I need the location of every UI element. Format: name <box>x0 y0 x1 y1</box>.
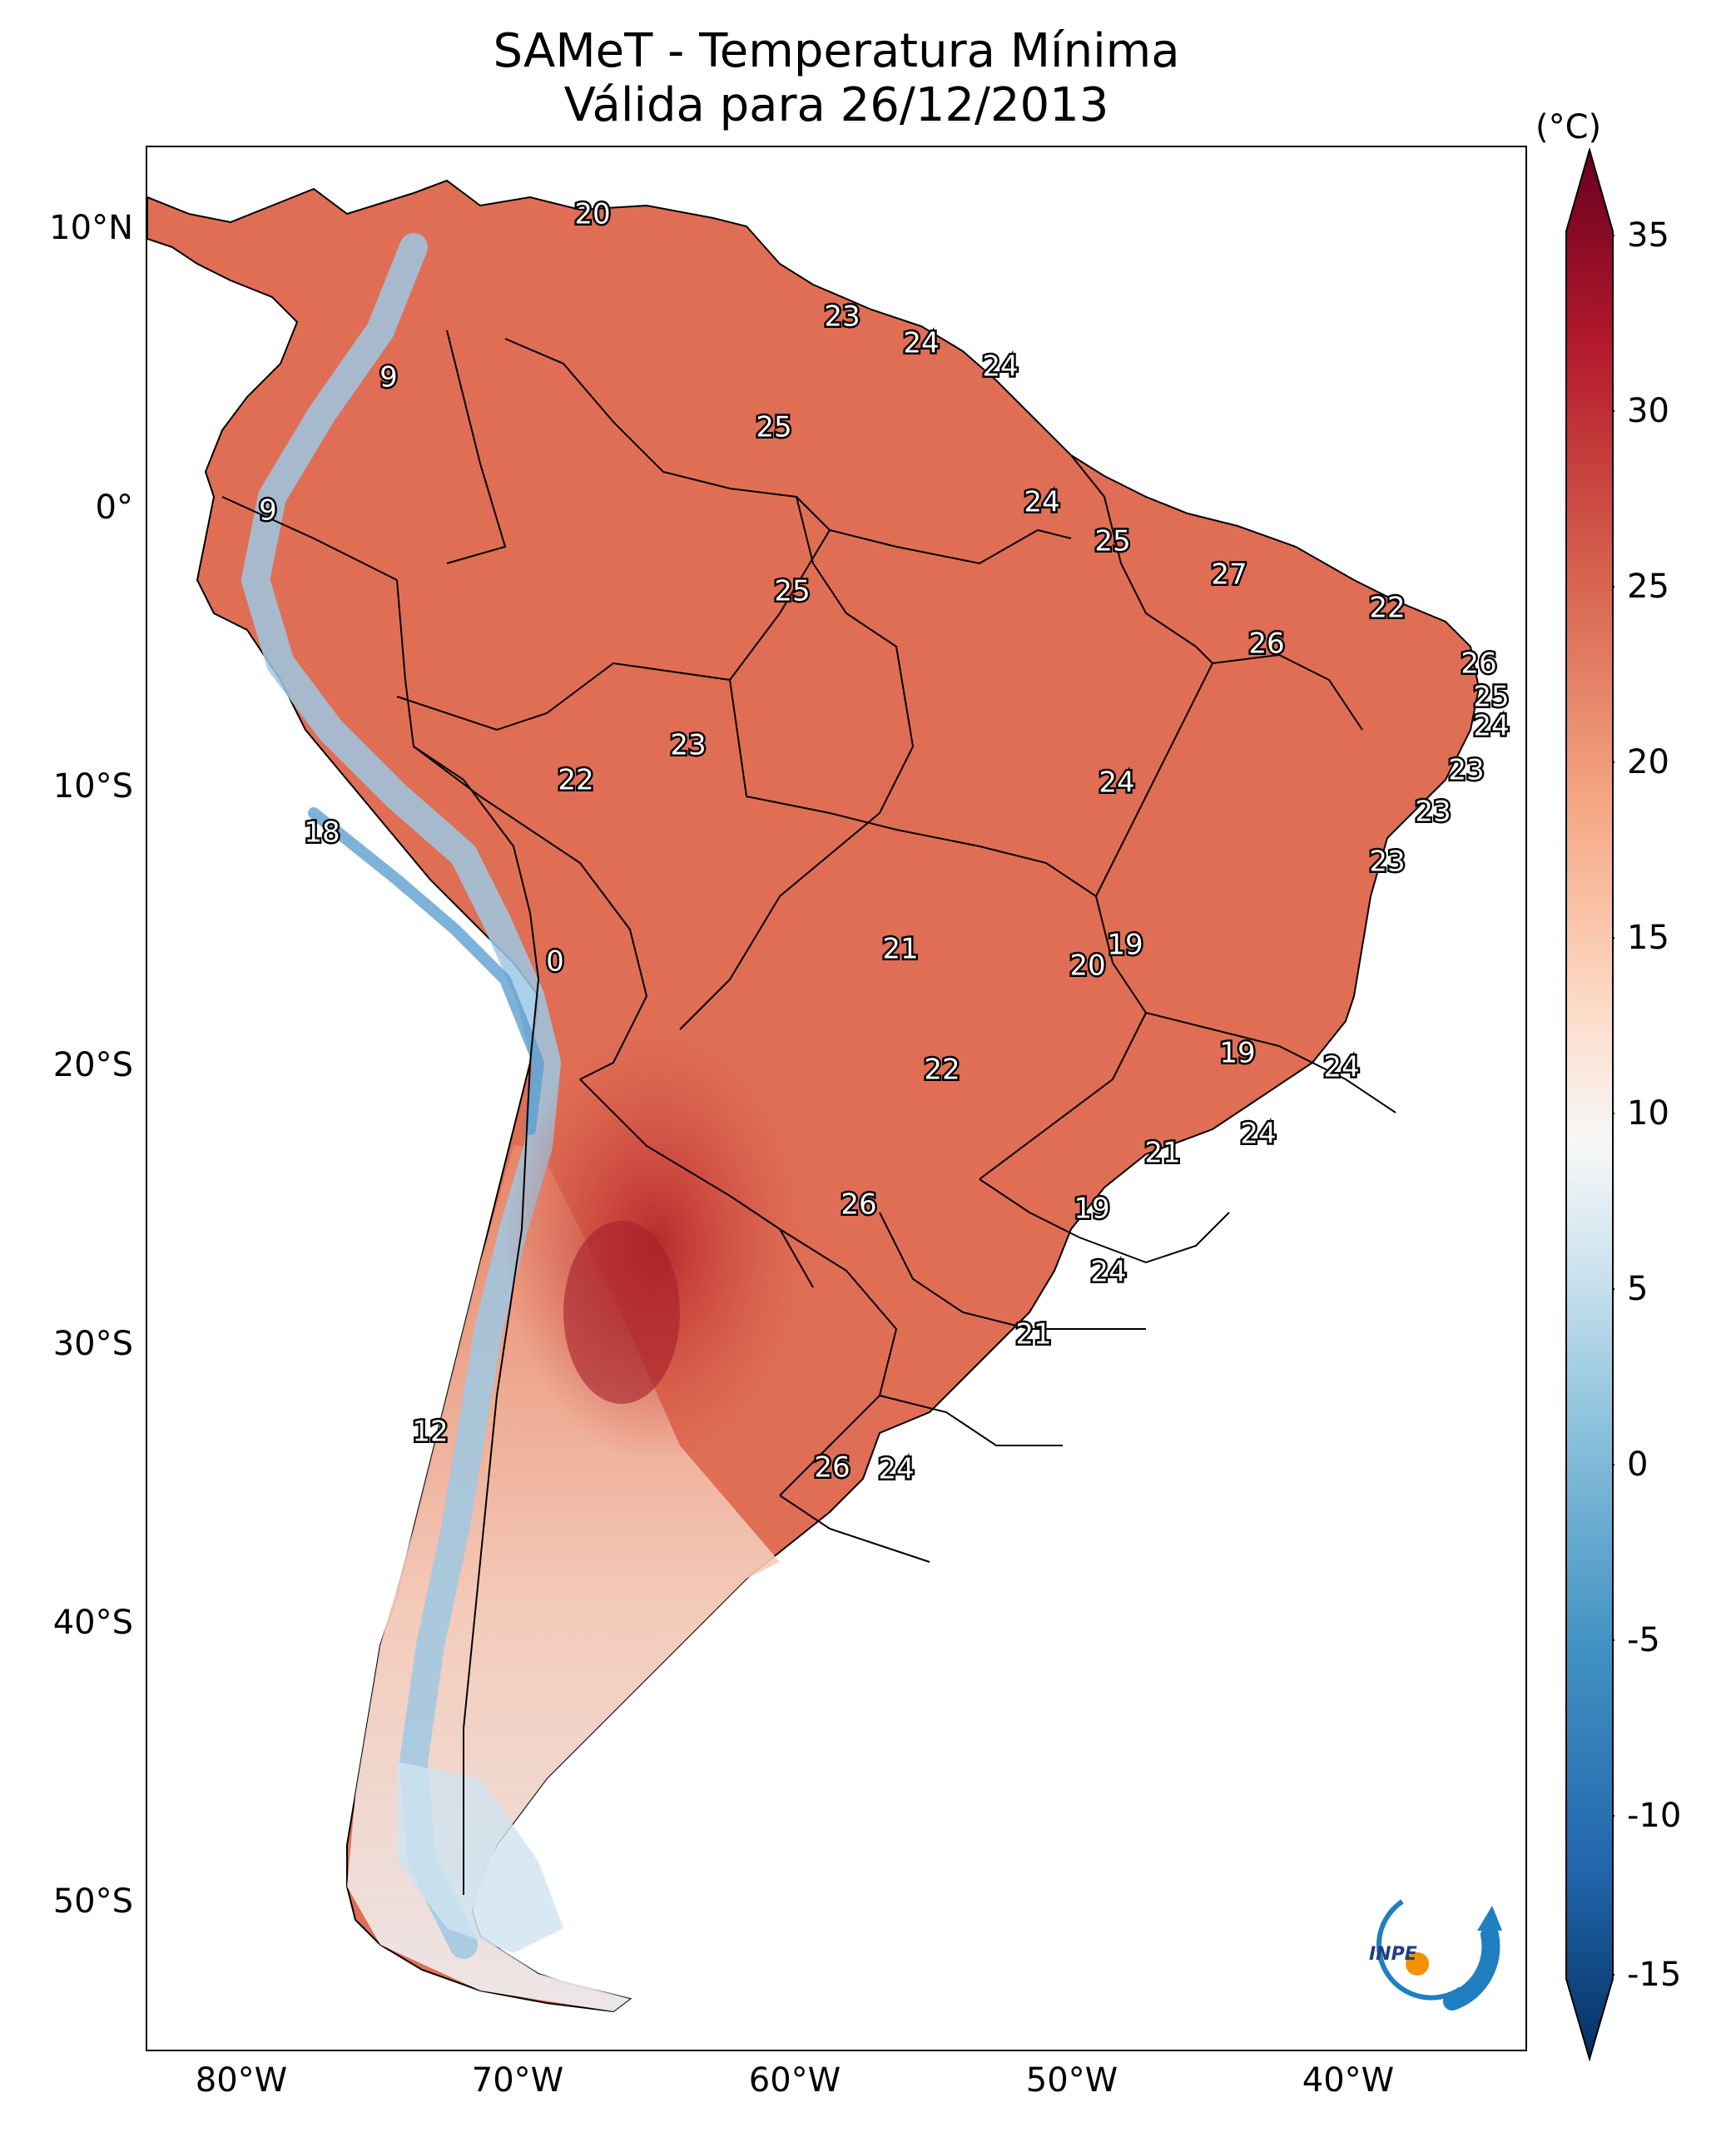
map-value: 23 <box>824 300 860 334</box>
country-borders <box>221 330 1396 1895</box>
map-value: 25 <box>1094 525 1130 558</box>
lon-label: 80°W <box>195 2061 288 2100</box>
map-value: 21 <box>1015 1318 1051 1351</box>
map-value: 22 <box>1369 592 1405 625</box>
map-value: 20 <box>1069 950 1105 983</box>
map-value: 12 <box>412 1416 448 1449</box>
map-value-labels: 20 23 24 24 9 25 9 24 25 25 27 22 26 26 … <box>257 196 1511 1488</box>
colorbar-tick: 35 <box>1627 216 1669 255</box>
map-value: 22 <box>558 764 593 797</box>
map-subtitle: Válida para 26/12/2013 <box>563 78 1109 132</box>
map-value: 24 <box>1099 766 1134 800</box>
map-value: 26 <box>1248 627 1284 661</box>
map-value: 19 <box>1219 1037 1255 1070</box>
map-value: 25 <box>774 575 810 608</box>
lon-label: 50°W <box>1025 2061 1118 2100</box>
map-value: 25 <box>756 411 791 444</box>
colorbar-tick: 30 <box>1627 392 1669 430</box>
colorbar-tick: -15 <box>1627 1956 1682 1994</box>
map-value: 26 <box>814 1451 850 1485</box>
map-value: 27 <box>1211 558 1247 592</box>
colorbar-tick: 5 <box>1627 1270 1649 1308</box>
map-value: 24 <box>1240 1118 1276 1151</box>
map-value: 9 <box>379 361 398 394</box>
map-value: 18 <box>304 816 340 850</box>
lat-label: 20°S <box>52 1046 133 1084</box>
map-value: 23 <box>670 729 706 762</box>
map-value: 26 <box>841 1188 876 1222</box>
colorbar-tick: 20 <box>1627 743 1669 781</box>
colorbar-tick: 15 <box>1627 919 1669 957</box>
patagonia-cold <box>397 1762 563 1953</box>
map-value: 0 <box>546 945 564 979</box>
colorbar-tick: 10 <box>1627 1094 1669 1133</box>
map-value: 19 <box>1074 1193 1109 1226</box>
map-value: 23 <box>1415 796 1451 829</box>
map-value: 21 <box>1144 1137 1180 1170</box>
map-value: 21 <box>882 933 918 966</box>
map-value: 26 <box>1461 647 1496 681</box>
map-value: 22 <box>924 1054 960 1087</box>
map-title: SAMeT - Temperatura Mínima <box>493 24 1180 78</box>
map-value: 24 <box>1323 1051 1359 1084</box>
map-value: 24 <box>1473 710 1509 743</box>
map-value: 24 <box>1090 1256 1126 1289</box>
map-value: 9 <box>259 494 277 528</box>
lat-label: 10°S <box>52 767 133 806</box>
map-value: 19 <box>1107 929 1143 962</box>
colorbar-tick: -10 <box>1627 1797 1682 1835</box>
map-canvas: 20 23 24 24 9 25 9 24 25 25 27 22 26 26 … <box>147 179 1511 2013</box>
map-value: 24 <box>1024 486 1059 519</box>
hot-core <box>563 1221 680 1404</box>
andes-cold-band <box>241 233 561 1959</box>
lat-label: 40°S <box>52 1604 133 1642</box>
colorbar-tick: -5 <box>1627 1621 1660 1659</box>
map-value: 25 <box>1473 681 1509 714</box>
continent-shape <box>147 179 1481 2013</box>
map-value: 23 <box>1369 845 1405 879</box>
map-value: 20 <box>574 198 610 231</box>
map-value: 24 <box>982 350 1018 384</box>
map-value: 24 <box>903 327 939 360</box>
lon-label: 60°W <box>748 2061 841 2100</box>
colorbar-unit: (°C) <box>1535 108 1602 146</box>
colorbar-tick: 0 <box>1627 1445 1649 1484</box>
colorbar-tick: 25 <box>1627 568 1669 606</box>
lat-label: 50°S <box>52 1882 133 1921</box>
andes-cold-core <box>308 807 544 1135</box>
lon-label: 70°W <box>471 2061 564 2100</box>
lat-label: 30°S <box>52 1325 133 1363</box>
lon-label: 40°W <box>1302 2061 1395 2100</box>
map-frame: 20 23 24 24 9 25 9 24 25 25 27 22 26 26 … <box>146 146 1527 2051</box>
inpe-logo: INPE <box>1369 1899 1502 2011</box>
lat-label: 10°N <box>49 209 133 247</box>
logo-text: INPE <box>1369 1944 1417 1965</box>
map-value: 24 <box>878 1453 914 1486</box>
lat-label: 0° <box>95 488 133 527</box>
map-value: 23 <box>1448 754 1484 787</box>
colorbar <box>1565 148 1614 2062</box>
